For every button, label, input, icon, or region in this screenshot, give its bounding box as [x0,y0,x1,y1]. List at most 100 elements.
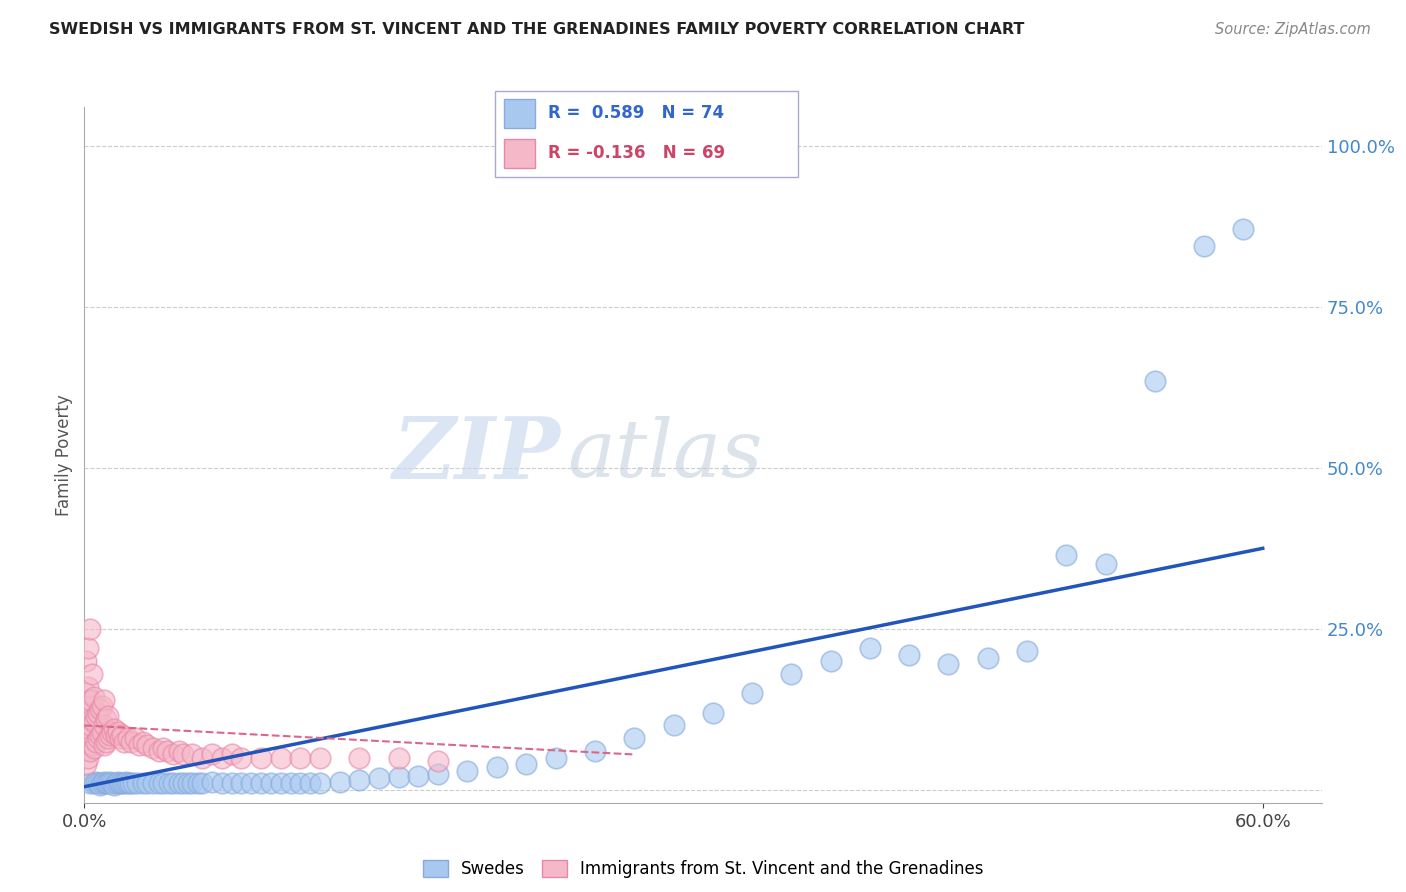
Point [290,776,312,790]
Point [780,667,803,681]
Point [75,654,97,668]
Point [349,773,371,788]
Point [221,747,243,762]
Point [211,750,233,764]
Point [91,725,114,739]
Point [79,776,101,790]
Point [77,699,100,714]
Point [156,744,179,758]
Point [108,731,131,746]
Point [172,776,194,790]
Point [79,622,101,636]
Point [662,718,685,732]
Point [83,741,105,756]
Point [162,776,184,790]
Point [1192,238,1215,252]
Point [162,747,184,762]
Point [1054,548,1077,562]
Point [309,776,332,790]
Point [94,712,117,726]
Point [128,738,150,752]
Point [122,776,145,790]
Text: Source: ZipAtlas.com: Source: ZipAtlas.com [1215,22,1371,37]
Point [89,778,111,792]
Point [977,651,1000,665]
Point [456,764,478,778]
Point [221,776,243,790]
Point [349,750,371,764]
Point [117,776,139,790]
Point [112,734,135,748]
Point [191,776,214,790]
Point [406,769,429,783]
Point [329,775,352,789]
Point [107,775,129,789]
Point [87,776,110,790]
FancyBboxPatch shape [495,91,799,177]
Point [309,750,332,764]
Point [152,776,174,790]
Point [231,750,253,764]
Point [938,657,960,672]
Point [172,747,194,762]
Point [157,776,180,790]
Legend: Swedes, Immigrants from St. Vincent and the Grenadines: Swedes, Immigrants from St. Vincent and … [416,854,990,885]
Point [91,699,114,714]
Point [87,731,110,746]
Point [270,750,292,764]
Point [97,776,120,790]
Point [79,718,101,732]
Point [1094,558,1116,572]
Text: R =  0.589   N = 74: R = 0.589 N = 74 [548,104,724,122]
Point [98,728,121,742]
Point [741,686,763,700]
Point [93,775,115,789]
Point [84,734,107,748]
Point [101,776,124,790]
Point [132,734,155,748]
Point [859,641,882,656]
Bar [505,99,536,128]
Point [97,708,120,723]
Point [118,776,141,790]
Point [181,776,204,790]
Point [77,641,100,656]
Point [201,747,224,762]
Point [426,766,449,781]
Point [75,757,97,772]
Point [898,648,921,662]
Point [89,728,111,742]
Point [75,731,97,746]
Point [107,725,129,739]
Point [83,690,105,704]
Point [167,776,190,790]
Point [136,776,159,790]
Point [148,744,170,758]
Y-axis label: Family Poverty: Family Poverty [55,394,73,516]
Point [280,776,302,790]
Point [544,750,567,764]
Point [127,776,149,790]
Point [117,731,139,746]
Point [702,706,724,720]
Text: ZIP: ZIP [392,413,561,497]
Point [148,776,170,790]
Point [187,776,209,790]
Text: SWEDISH VS IMMIGRANTS FROM ST. VINCENT AND THE GRENADINES FAMILY POVERTY CORRELA: SWEDISH VS IMMIGRANTS FROM ST. VINCENT A… [49,22,1025,37]
Point [167,744,190,758]
Point [103,778,125,792]
Point [91,776,114,790]
Point [77,725,100,739]
Point [104,728,127,742]
Point [121,734,143,748]
Point [211,776,233,790]
Point [191,750,214,764]
Point [111,776,134,790]
Point [93,738,115,752]
Point [515,757,537,772]
Bar [505,139,536,168]
Point [290,750,312,764]
Point [177,776,200,790]
Point [201,775,224,789]
Point [112,776,135,790]
